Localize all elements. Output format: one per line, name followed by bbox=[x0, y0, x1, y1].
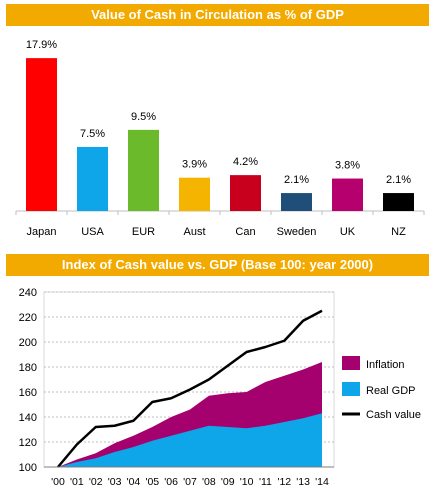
y-tick-label: 240 bbox=[19, 287, 37, 299]
real-gdp-area bbox=[58, 413, 322, 467]
legend-label-inflation: Inflation bbox=[366, 359, 405, 371]
x-tick-label-uk: UK bbox=[340, 226, 356, 238]
cash-circulation-bar-chart: 17.9% Japan 7.5% USA 9.5% EUR 3.9% Aust 4.2% Can 2… bbox=[15, 39, 425, 238]
x-tick-label-nz: NZ bbox=[391, 226, 406, 238]
y-tick-label: 120 bbox=[19, 437, 37, 449]
x-tick-label: '08 bbox=[202, 476, 216, 488]
data-label-can: 4.2% bbox=[233, 156, 258, 168]
data-label-sweden: 2.1% bbox=[284, 174, 309, 186]
legend-swatch-real-gdp bbox=[342, 382, 360, 396]
x-tick-label: '07 bbox=[183, 476, 197, 488]
x-tick-label: '00 bbox=[51, 476, 65, 488]
data-label-eur: 9.5% bbox=[131, 111, 156, 123]
x-tick-label-can: Can bbox=[235, 226, 255, 238]
data-label-nz: 2.1% bbox=[386, 174, 411, 186]
y-tick-label: 100 bbox=[19, 462, 37, 474]
x-tick-label-aust: Aust bbox=[183, 226, 205, 238]
x-tick-label: '14 bbox=[315, 476, 329, 488]
bar-nz bbox=[383, 193, 414, 211]
y-tick-label: 220 bbox=[19, 312, 37, 324]
x-tick-label: '10 bbox=[240, 476, 254, 488]
x-tick-label-japan: Japan bbox=[27, 226, 57, 238]
x-tick-label: '12 bbox=[277, 476, 291, 488]
cash-value-line bbox=[57, 309, 323, 468]
bar-eur bbox=[128, 129, 159, 211]
bar-japan bbox=[26, 58, 57, 211]
x-tick-label: '11 bbox=[259, 476, 272, 488]
x-tick-label: '02 bbox=[89, 476, 103, 488]
x-tick-label: '05 bbox=[145, 476, 159, 488]
data-label-uk: 3.8% bbox=[335, 160, 360, 172]
y-tick-label: 180 bbox=[19, 362, 37, 374]
y-tick-label: 160 bbox=[19, 387, 37, 399]
legend-label-real-gdp: Real GDP bbox=[366, 385, 416, 397]
chart1-title: Value of Cash in Circulation as % of GDP bbox=[6, 4, 429, 26]
x-tick-label: '06 bbox=[164, 476, 178, 488]
x-tick-label-eur: EUR bbox=[132, 226, 155, 238]
data-label-usa: 7.5% bbox=[80, 128, 105, 140]
x-tick-label: '09 bbox=[221, 476, 235, 488]
y-tick-label: 140 bbox=[19, 412, 37, 424]
legend-label-cash-value: Cash value bbox=[366, 409, 421, 421]
bar-usa bbox=[77, 146, 108, 211]
bar-uk bbox=[332, 178, 363, 211]
x-tick-label: '01 bbox=[70, 476, 84, 488]
data-label-japan: 17.9% bbox=[26, 39, 57, 51]
data-label-aust: 3.9% bbox=[182, 159, 207, 171]
bar-aust bbox=[179, 177, 210, 211]
x-tick-label-usa: USA bbox=[81, 226, 104, 238]
legend-swatch-inflation bbox=[342, 356, 360, 370]
bar-can bbox=[230, 175, 261, 211]
y-tick-label: 200 bbox=[19, 337, 37, 349]
bar-sweden bbox=[281, 193, 312, 211]
x-tick-label-sweden: Sweden bbox=[277, 226, 317, 238]
x-tick-label: '03 bbox=[108, 476, 122, 488]
x-tick-label: '04 bbox=[127, 476, 141, 488]
chart2-title: Index of Cash value vs. GDP (Base 100: y… bbox=[6, 254, 429, 276]
x-tick-label: '13 bbox=[296, 476, 310, 488]
